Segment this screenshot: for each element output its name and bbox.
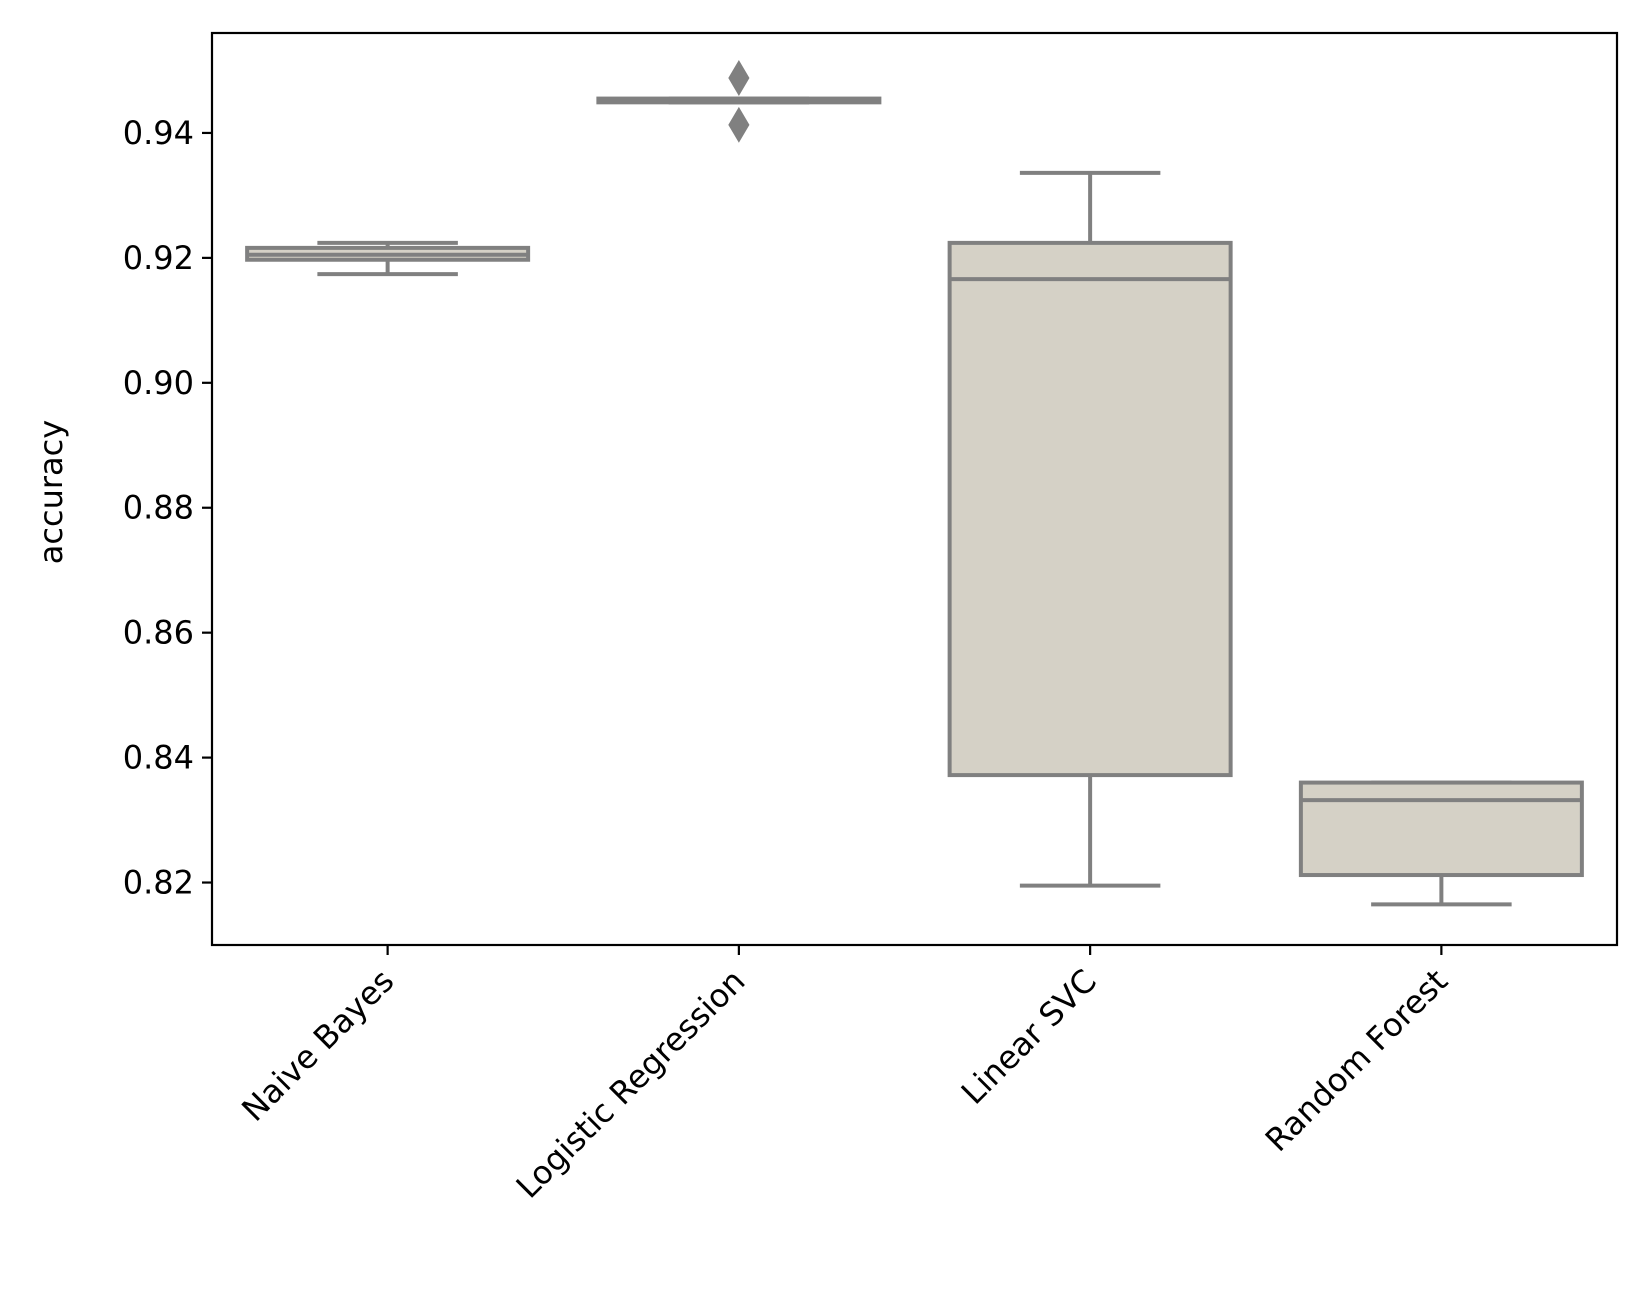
box-iqr (947, 240, 1233, 778)
x-tick-label: Linear SVC (954, 962, 1104, 1112)
box-group (1298, 780, 1584, 907)
box-group (245, 240, 531, 277)
x-tick-label: Random Forest (1258, 962, 1455, 1159)
box-group (947, 170, 1233, 888)
outlier-point (728, 59, 750, 96)
y-tick-label: 0.94 (123, 114, 194, 152)
x-tick-label: Naive Bayes (234, 962, 401, 1129)
y-tick-label: 0.92 (123, 239, 194, 277)
y-tick-label: 0.90 (123, 364, 194, 402)
y-tick-label: 0.84 (123, 739, 194, 777)
y-tick-label: 0.86 (123, 614, 194, 652)
y-axis: 0.82 0.84 0.86 0.88 0.90 0.92 0.94 (123, 114, 212, 902)
y-axis-label: accuracy (32, 420, 70, 564)
x-axis: Naive Bayes Logistic Regression Linear SVC… (234, 945, 1455, 1206)
y-tick-label: 0.82 (123, 864, 194, 902)
plot-area (245, 59, 1584, 907)
box-iqr (1298, 780, 1584, 878)
outlier-point (728, 106, 750, 143)
x-tick-label: Logistic Regression (509, 962, 753, 1206)
axes-frame (210, 31, 1619, 947)
box-group (596, 59, 882, 143)
y-tick-label: 0.88 (123, 489, 194, 527)
